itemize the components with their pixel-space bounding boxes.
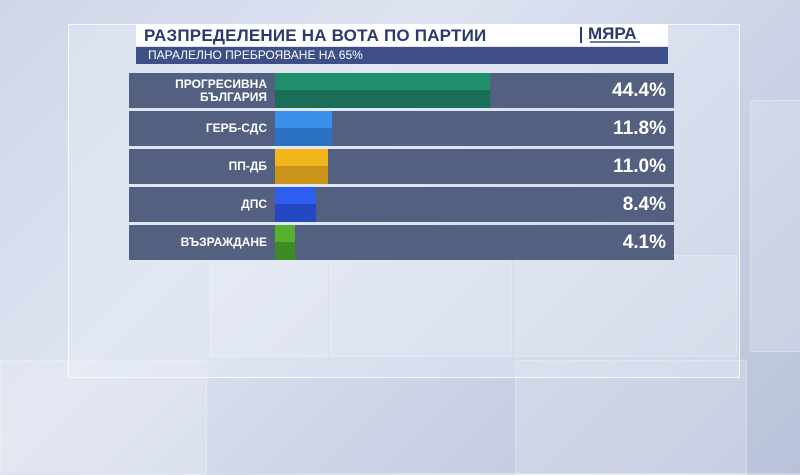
- background-tile: [515, 255, 737, 357]
- category-label: ВЪЗРАЖДАНЕ: [180, 235, 267, 249]
- bar: [275, 73, 490, 108]
- bar-row: ПРОГРЕСИВНА БЪЛГАРИЯ 44.4%: [129, 73, 674, 108]
- bar-chart: ПРОГРЕСИВНА БЪЛГАРИЯ 44.4% ГЕРБ-СДС 11.8% ПП…: [129, 73, 674, 263]
- bar-track: [275, 187, 565, 222]
- bar-top-half: [275, 73, 490, 90]
- background-tile: [750, 100, 800, 352]
- subtitle-bar: ПАРАЛЕЛНО ПРЕБРОЯВАНЕ НА 65%: [136, 47, 668, 64]
- bar-track: [275, 111, 565, 146]
- chart-title: РАЗПРЕДЕЛЕНИЕ НА ВОТА ПО ПАРТИИ: [144, 26, 487, 45]
- bar-row: ПП-ДБ 11.0%: [129, 149, 674, 184]
- bar-top-half: [275, 187, 316, 204]
- value-label: 8.4%: [622, 194, 666, 215]
- bar-row: ДПС 8.4%: [129, 187, 674, 222]
- category-label: ПП-ДБ: [228, 159, 267, 173]
- background-tile: [515, 360, 747, 475]
- chart-subtitle: ПАРАЛЕЛНО ПРЕБРОЯВАНЕ НА 65%: [148, 48, 363, 62]
- bar: [275, 225, 295, 260]
- category-label: ДПС: [241, 197, 267, 211]
- bar-bottom-half: [275, 90, 490, 108]
- bar-row: ВЪЗРАЖДАНЕ 4.1%: [129, 225, 674, 260]
- bar-bottom-half: [275, 204, 316, 222]
- bar-bottom-half: [275, 128, 332, 146]
- bar-label-box: ВЪЗРАЖДАНЕ: [129, 225, 275, 260]
- bar: [275, 149, 328, 184]
- bar-bottom-half: [275, 166, 328, 184]
- value-label: 11.0%: [613, 156, 666, 177]
- bar: [275, 187, 316, 222]
- bar-label-box: ПРОГРЕСИВНА БЪЛГАРИЯ: [129, 73, 275, 108]
- background-tile: [0, 360, 207, 475]
- bar-label-box: ГЕРБ-СДС: [129, 111, 275, 146]
- bar-track: [275, 73, 565, 108]
- bar-row: ГЕРБ-СДС 11.8%: [129, 111, 674, 146]
- bar-top-half: [275, 225, 295, 242]
- logo-mark: [580, 27, 582, 43]
- bar-track: [275, 149, 565, 184]
- value-label: 44.4%: [612, 80, 666, 101]
- category-label: ПРОГРЕСИВНА БЪЛГАРИЯ: [175, 76, 267, 104]
- bar: [275, 111, 332, 146]
- value-label: 4.1%: [622, 232, 666, 253]
- bar-top-half: [275, 111, 332, 128]
- bar-bottom-half: [275, 242, 295, 260]
- logo-underline: [590, 41, 640, 43]
- category-label: ГЕРБ-СДС: [205, 121, 267, 135]
- bar-label-box: ПП-ДБ: [129, 149, 275, 184]
- title-bar: РАЗПРЕДЕЛЕНИЕ НА ВОТА ПО ПАРТИИ МЯРА: [136, 24, 668, 46]
- background-tile: [210, 255, 327, 357]
- bar-label-box: ДПС: [129, 187, 275, 222]
- value-label: 11.8%: [613, 118, 666, 139]
- bar-top-half: [275, 149, 328, 166]
- logo-text: МЯРА: [588, 24, 637, 43]
- background-tile: [330, 255, 512, 357]
- bar-track: [275, 225, 565, 260]
- brand-logo: МЯРА: [580, 24, 650, 45]
